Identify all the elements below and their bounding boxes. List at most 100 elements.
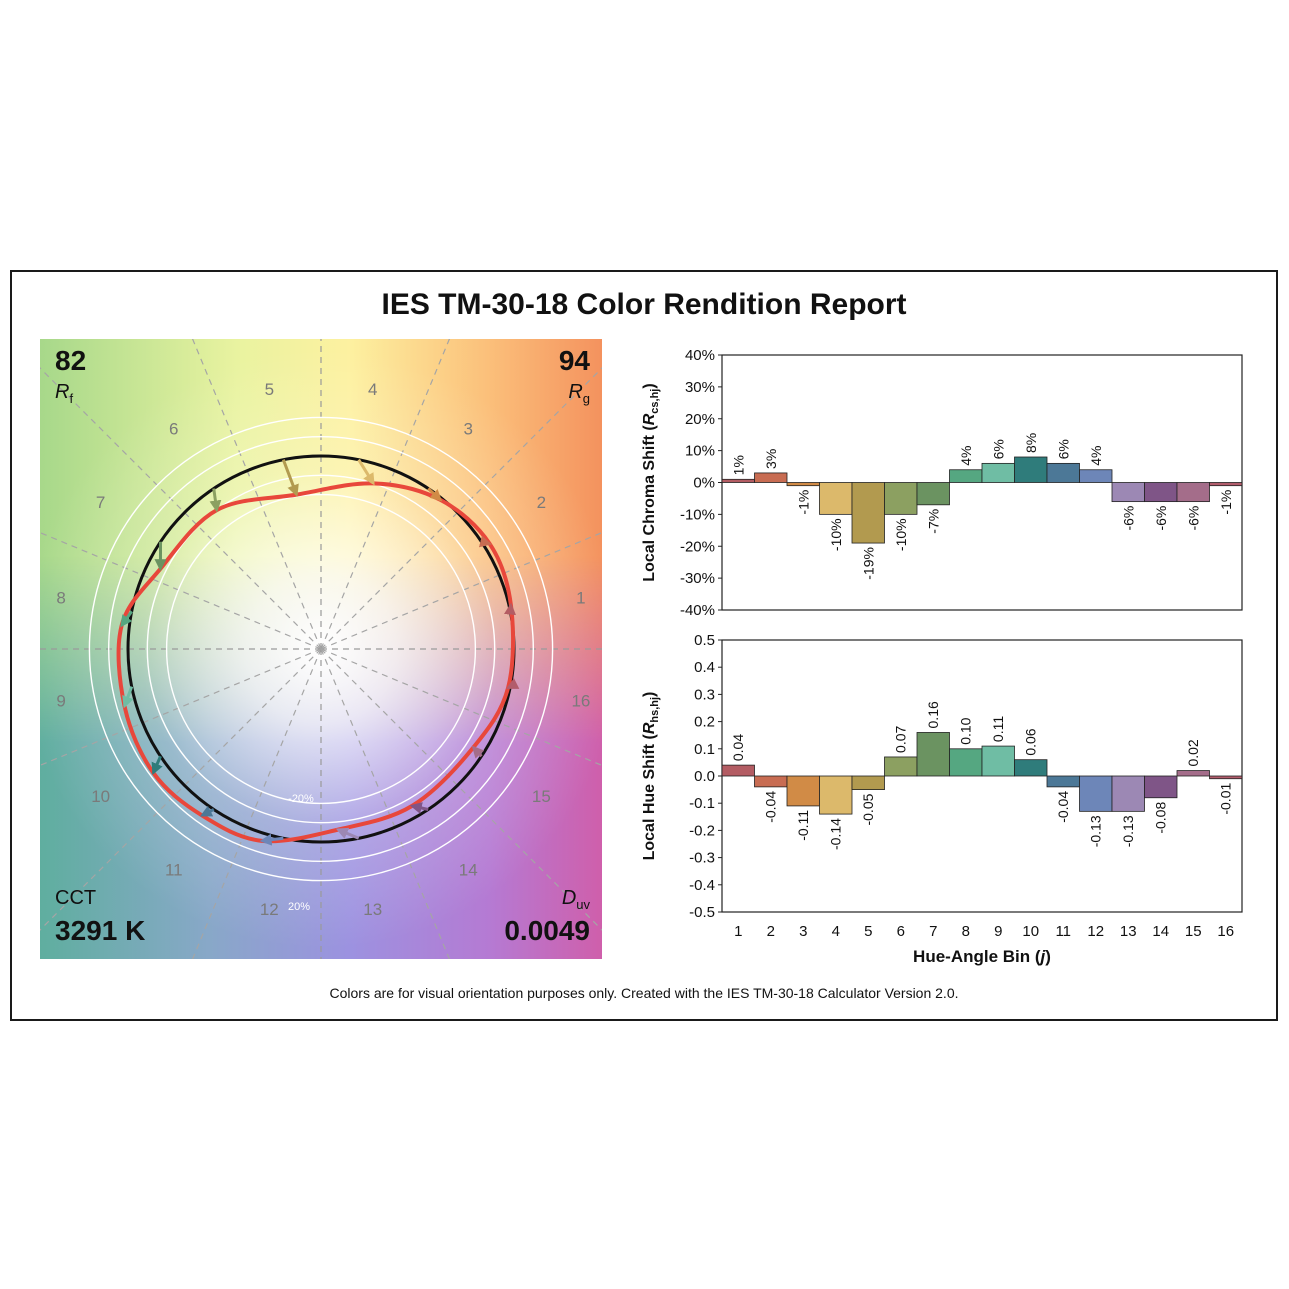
hue-ytick-label: -0.1	[689, 795, 715, 812]
chroma-data-label: -6%	[1153, 506, 1169, 531]
rg-symbol-sub: g	[582, 391, 590, 406]
hue-ytick-label: 0.1	[694, 741, 715, 758]
chroma-ytick-label: -40%	[680, 602, 715, 619]
chroma-ytick-label: -30%	[680, 570, 715, 587]
hue-data-label: -0.04	[1055, 791, 1071, 823]
hue-ytick-label: 0.2	[694, 714, 715, 731]
hue-data-label: 0.07	[893, 725, 909, 752]
rf-symbol-sub: f	[69, 391, 74, 406]
shift-arrow	[471, 745, 485, 759]
bin-label: 16	[571, 692, 590, 711]
hue-ylabel: Local Hue Shift (Rhs,hj)	[641, 692, 661, 861]
hue-xtick-label: 1	[734, 923, 742, 940]
chroma-data-label: -10%	[893, 518, 909, 551]
hue-xtick-label: 12	[1087, 923, 1104, 940]
radial-guide-line	[40, 531, 322, 650]
hue-xtick-label: 2	[767, 923, 775, 940]
chroma-data-label: -6%	[1185, 506, 1201, 531]
chroma-ytick-label: 30%	[685, 379, 715, 396]
bin-label: 13	[363, 900, 382, 919]
chroma-bar	[884, 482, 918, 515]
chroma-ring	[146, 474, 496, 824]
hue-xtick-label: 11	[1055, 923, 1071, 940]
chroma-bar	[1144, 482, 1178, 503]
hue-bar	[1111, 775, 1145, 812]
hue-data-label: 0.11	[990, 716, 1006, 742]
radial-guide-line	[320, 648, 602, 931]
shift-arrow	[357, 458, 375, 486]
bin-label: 2	[537, 493, 546, 512]
hue-bar	[949, 748, 983, 777]
shift-arrow	[505, 678, 520, 690]
radial-guide-line	[40, 648, 322, 931]
report-footer: Colors are for visual orientation purpos…	[329, 985, 959, 1001]
bin-label: 4	[368, 380, 377, 399]
hue-xtick-label: 14	[1152, 923, 1169, 940]
hue-ytick-label: 0.3	[694, 686, 715, 703]
hue-data-label: -0.04	[763, 791, 779, 823]
shift-arrow	[281, 459, 299, 497]
chroma-data-label: 8%	[1023, 433, 1039, 453]
hue-bar	[851, 775, 885, 791]
shift-arrow	[259, 833, 284, 846]
ring-label-inner: -20%	[288, 793, 314, 805]
shift-arrow	[122, 686, 134, 709]
chroma-ring	[165, 493, 477, 805]
chroma-data-label: 1%	[730, 455, 746, 475]
chroma-bar	[1111, 482, 1145, 503]
hue-xtick-label: 9	[994, 923, 1002, 940]
hue-xlabel: Hue-Angle Bin (j)	[913, 947, 1051, 966]
duv-symbol-sub: uv	[576, 897, 590, 912]
chroma-data-label: 3%	[763, 449, 779, 469]
rg-value: 94	[558, 345, 590, 376]
chroma-ytick-label: 10%	[685, 443, 715, 460]
chroma-data-label: 6%	[990, 439, 1006, 459]
bin-label: 6	[169, 420, 178, 439]
radial-guide-line	[320, 367, 602, 650]
hue-xtick-label: 10	[1022, 923, 1039, 940]
chroma-bar	[819, 482, 853, 515]
bin-label: 9	[56, 692, 65, 711]
duv-symbol: Duv	[562, 887, 590, 912]
hue-bar	[1046, 775, 1080, 788]
chroma-bar	[721, 478, 755, 483]
chroma-ring	[88, 416, 554, 882]
hue-xtick-label: 7	[929, 923, 937, 940]
hue-bar	[981, 745, 1015, 777]
radial-guide-line	[320, 531, 602, 650]
hue-data-label: -0.11	[795, 810, 811, 841]
hue-data-label: -0.13	[1120, 815, 1136, 847]
hue-bar	[754, 775, 788, 788]
hue-data-label: -0.14	[828, 818, 844, 850]
reference-circle	[126, 454, 516, 844]
hue-bar	[916, 732, 950, 777]
chroma-data-label: -7%	[925, 509, 941, 534]
chroma-data-label: -1%	[795, 490, 811, 515]
chroma-ytick-label: 40%	[685, 347, 715, 364]
chroma-bar	[1079, 469, 1113, 483]
radial-guide-line	[320, 648, 451, 959]
chroma-data-label: -19%	[860, 547, 876, 580]
chroma-bar	[851, 482, 885, 544]
cct-label: CCT	[55, 887, 97, 909]
hue-bar	[1014, 759, 1048, 777]
shift-arrow	[120, 610, 133, 628]
hue-xtick-label: 13	[1120, 923, 1137, 940]
cct-value: 3291 K	[55, 915, 146, 946]
chroma-ylabel: Local Chroma Shift (Rcs,hj)	[641, 383, 661, 581]
bin-label: 7	[96, 493, 105, 512]
hue-bar	[1176, 770, 1210, 777]
chroma-ytick-label: 0%	[693, 475, 715, 492]
hue-xtick-label: 16	[1217, 923, 1234, 940]
shift-arrow	[199, 805, 215, 817]
hue-ytick-label: 0.4	[694, 659, 715, 676]
hue-bar	[786, 775, 820, 807]
hue-data-label: 0.06	[1023, 728, 1039, 755]
vector-graphic-guides	[40, 339, 602, 959]
hue-ytick-label: -0.2	[689, 822, 715, 839]
hue-data-label: -0.01	[1218, 783, 1234, 815]
chroma-data-label: -10%	[828, 518, 844, 551]
bin-label: 11	[165, 860, 183, 879]
